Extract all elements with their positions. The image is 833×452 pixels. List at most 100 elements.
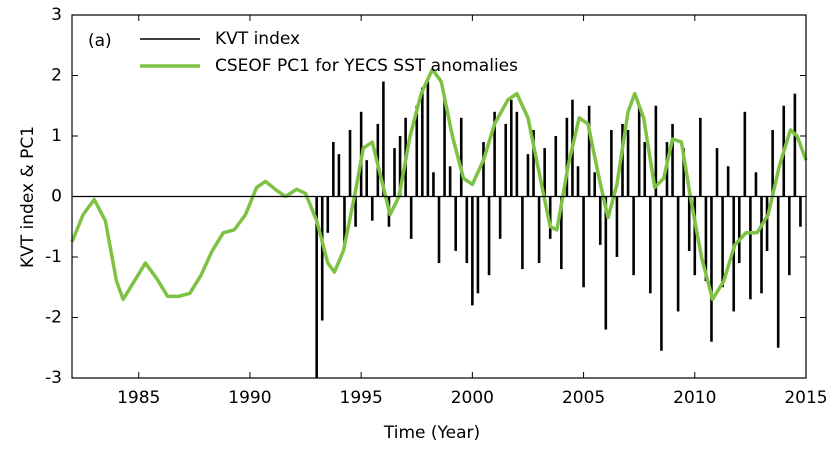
bar — [754, 172, 758, 197]
y-tick-label: 2 — [51, 66, 62, 86]
bar — [332, 142, 335, 197]
x-tick-label: 1995 — [340, 388, 383, 408]
bar — [487, 196, 491, 276]
bar — [687, 196, 691, 251]
x-tick-label: 2005 — [562, 388, 605, 408]
bar — [721, 196, 724, 288]
bar — [710, 196, 713, 342]
x-tick-label: 2015 — [784, 388, 827, 408]
y-tick-label: 0 — [51, 187, 62, 207]
bar — [793, 93, 797, 197]
bar — [337, 154, 341, 197]
bar — [432, 172, 435, 197]
bar — [643, 142, 647, 197]
bar — [760, 196, 763, 294]
bar — [354, 196, 357, 227]
bar — [521, 196, 524, 270]
bar — [398, 136, 402, 197]
annotation: (a) — [88, 31, 112, 51]
bar — [532, 129, 535, 197]
bar — [765, 196, 769, 251]
legend-label: CSEOF PC1 for YECS SST anomalies — [215, 56, 518, 76]
bar — [576, 166, 580, 197]
line — [70, 67, 808, 302]
bar — [565, 117, 569, 197]
bar — [465, 196, 469, 264]
bar — [660, 196, 663, 351]
y-tick-label: -2 — [45, 308, 62, 328]
bar — [409, 196, 413, 239]
bar — [320, 196, 324, 321]
bar — [615, 196, 619, 257]
bar — [459, 117, 463, 197]
bar — [482, 142, 485, 197]
bar — [454, 196, 457, 251]
bar — [693, 196, 697, 276]
bar — [637, 105, 641, 197]
bar — [548, 196, 552, 239]
bar — [587, 105, 591, 197]
bar — [526, 154, 530, 197]
x-axis-label: Time (Year) — [383, 423, 480, 443]
x-tick-label: 1990 — [228, 388, 271, 408]
bar — [604, 196, 608, 330]
bar — [699, 117, 702, 197]
bar — [771, 129, 774, 197]
y-tick-label: -3 — [45, 368, 62, 388]
bar — [743, 111, 747, 197]
bar — [504, 123, 508, 197]
bar — [370, 196, 374, 221]
bar — [654, 105, 658, 197]
bar — [415, 105, 419, 197]
bar — [426, 81, 430, 197]
bar — [365, 160, 369, 197]
x-tick-label: 2010 — [673, 388, 716, 408]
bar — [326, 196, 330, 233]
bar — [799, 196, 802, 227]
bar — [704, 196, 708, 282]
bar — [776, 196, 780, 348]
x-tick-label: 1985 — [117, 388, 160, 408]
bar — [509, 99, 513, 197]
bar — [598, 196, 602, 245]
bar — [610, 129, 613, 197]
bar — [476, 196, 480, 294]
bar — [726, 166, 730, 197]
bar — [749, 196, 752, 300]
bar — [382, 81, 385, 197]
bar — [737, 196, 741, 264]
y-tick-label: 3 — [51, 5, 62, 25]
bar — [471, 196, 474, 306]
bar — [515, 111, 519, 197]
bar — [621, 123, 624, 197]
bar — [560, 196, 563, 270]
bar — [421, 87, 424, 197]
bar — [448, 166, 452, 197]
y-axis-label: KVT index & PC1 — [18, 126, 38, 268]
bar — [443, 99, 446, 197]
bar — [676, 196, 680, 312]
bar — [715, 148, 719, 197]
bar — [493, 111, 496, 197]
bar — [343, 196, 346, 245]
bar — [437, 196, 441, 264]
bar — [498, 196, 502, 239]
bar — [632, 196, 635, 276]
bar — [543, 148, 546, 197]
bar — [537, 196, 541, 264]
bar — [348, 129, 352, 197]
y-tick-label: -1 — [45, 247, 62, 267]
x-tick-label: 2000 — [451, 388, 494, 408]
bar — [671, 123, 674, 197]
bar — [626, 129, 630, 197]
bar — [682, 148, 685, 197]
bar — [582, 196, 585, 288]
legend-label: KVT index — [215, 29, 300, 49]
bar — [554, 136, 558, 197]
bar — [393, 148, 396, 197]
bar — [649, 196, 652, 294]
bar — [315, 196, 318, 378]
bar — [593, 172, 596, 197]
